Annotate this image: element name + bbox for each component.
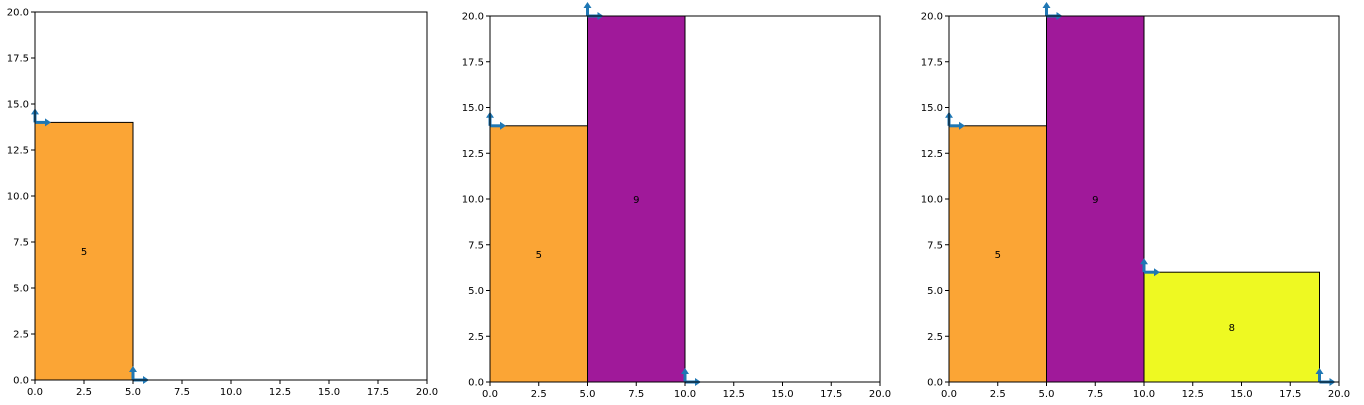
chart-panel-3: 5 9 8 0.0 2.5 5.0 7.5 10.0 12.5 15.0 17.5 20.0 0.0 2.…	[921, 2, 1350, 400]
anchor-arrow-3	[681, 368, 701, 386]
anchor-arrow-up-head	[129, 366, 137, 372]
x-tick-label: 0.0	[482, 389, 498, 400]
x-tick-label: 5.0	[1039, 389, 1055, 400]
y-tick-label: 15.0	[462, 103, 484, 114]
y-tick-label: 2.5	[468, 332, 484, 343]
y-tick-label: 5.0	[13, 284, 29, 295]
packed-rect-5	[948, 125, 1047, 383]
y-tick-label: 10.0	[921, 195, 943, 206]
anchor-arrow-up-head	[681, 368, 689, 374]
x-tick-label: 10.0	[1133, 389, 1155, 400]
anchor-arrow-2	[129, 366, 149, 384]
x-tick-label: 5.0	[125, 387, 141, 398]
x-tick-label: 20.0	[416, 387, 438, 398]
y-tick-label: 20.0	[462, 12, 484, 23]
anchor-arrow-2	[583, 2, 604, 20]
rect-label-5: 5	[536, 250, 542, 261]
x-tick-label: 20.0	[1328, 389, 1350, 400]
anchor-arrow-right-head	[500, 121, 506, 130]
rect-label-5: 5	[995, 250, 1001, 261]
anchor-arrow-4	[1315, 368, 1336, 386]
x-tick-label: 20.0	[869, 389, 891, 400]
y-tick-label: 15.0	[921, 103, 943, 114]
anchor-arrow-3	[1140, 258, 1160, 277]
packed-rect-9	[1046, 15, 1145, 383]
x-tick-label: 17.5	[820, 389, 842, 400]
chart-panel-1: 5 0.0 2.5 5.0 7.5 10.0 12.5 15.0 17.5 20.0 0.0 2.5 5…	[7, 8, 438, 399]
packed-rect-5	[34, 121, 134, 381]
x-tick-label: 12.5	[269, 387, 291, 398]
y-tick-label: 0.0	[927, 378, 943, 389]
x-tick-label: 12.5	[1182, 389, 1204, 400]
y-tick-label: 12.5	[462, 149, 484, 160]
x-tick-label: 2.5	[531, 389, 547, 400]
y-tick-label: 15.0	[7, 100, 29, 111]
x-tick-label: 2.5	[76, 387, 92, 398]
x-tick-label: 15.0	[1230, 389, 1252, 400]
x-tick-label: 0.0	[27, 387, 43, 398]
anchor-arrow-up-head	[1042, 2, 1051, 8]
anchor-arrow-2	[1042, 2, 1063, 20]
y-tick-label: 10.0	[7, 192, 29, 203]
anchor-arrow-up-head	[1140, 258, 1148, 265]
anchor-arrow-1	[945, 111, 965, 130]
x-tick-label: 2.5	[990, 389, 1006, 400]
x-tick-label: 17.5	[367, 387, 389, 398]
y-tick-label: 20.0	[921, 12, 943, 23]
x-tick-label: 15.0	[771, 389, 793, 400]
x-tick-label: 7.5	[174, 387, 190, 398]
rect-label-8: 8	[1229, 323, 1235, 334]
y-tick-label: 0.0	[468, 378, 484, 389]
anchor-arrow-up-head	[1315, 368, 1324, 374]
x-tick-label: 12.5	[723, 389, 745, 400]
anchor-arrow-up-head	[583, 2, 592, 8]
x-tick-label: 7.5	[1087, 389, 1103, 400]
y-tick-label: 0.0	[13, 376, 29, 387]
x-tick-label: 0.0	[941, 389, 957, 400]
y-tick-label: 12.5	[7, 146, 29, 157]
x-tick-label: 17.5	[1279, 389, 1301, 400]
y-tick-label: 10.0	[462, 195, 484, 206]
y-tick-label: 7.5	[13, 238, 29, 249]
y-tick-label: 17.5	[921, 57, 943, 68]
y-tick-label: 7.5	[468, 240, 484, 251]
y-tick-label: 20.0	[7, 8, 29, 19]
anchor-arrow-right-head	[959, 121, 965, 130]
x-tick-label: 5.0	[580, 389, 596, 400]
y-tick-label: 12.5	[921, 149, 943, 160]
rect-label-9: 9	[1092, 195, 1098, 206]
packed-rect-9	[587, 15, 686, 383]
x-tick-label: 7.5	[628, 389, 644, 400]
rect-label-9: 9	[633, 195, 639, 206]
y-tick-label: 5.0	[927, 286, 943, 297]
anchor-arrow-right-head	[45, 118, 51, 127]
y-tick-label: 7.5	[927, 240, 943, 251]
anchor-arrow-1	[31, 108, 51, 127]
y-tick-label: 17.5	[7, 54, 29, 65]
rect-label-5: 5	[81, 247, 87, 258]
chart-panel-2: 5 9 0.0 2.5 5.0 7.5 10.0 12.5 15.0 17.5 20.0 0.0 2.5…	[462, 2, 891, 400]
y-tick-label: 2.5	[13, 330, 29, 341]
anchor-arrow-right-head	[1154, 268, 1160, 277]
x-tick-label: 10.0	[674, 389, 696, 400]
y-tick-label: 17.5	[462, 57, 484, 68]
packed-rect-5	[489, 125, 588, 383]
x-tick-label: 10.0	[220, 387, 242, 398]
y-tick-label: 2.5	[927, 332, 943, 343]
anchor-arrow-1	[486, 111, 506, 130]
x-tick-label: 15.0	[318, 387, 340, 398]
y-tick-label: 5.0	[468, 286, 484, 297]
